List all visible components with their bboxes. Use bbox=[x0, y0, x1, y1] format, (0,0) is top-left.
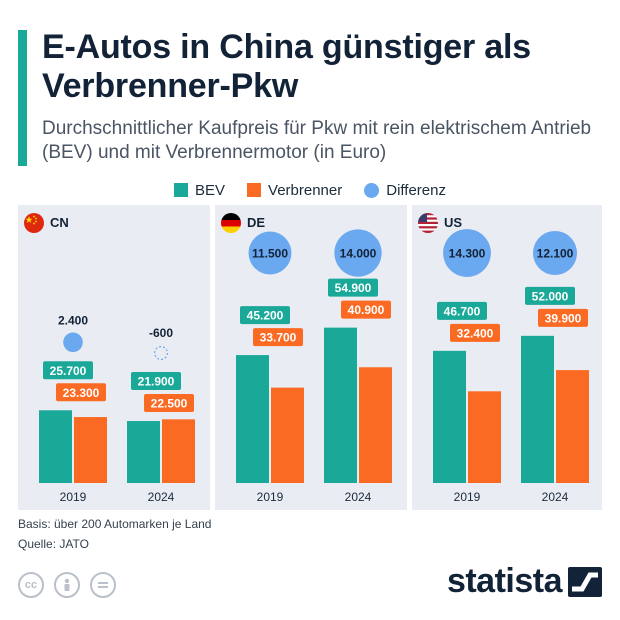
legend-item-bev: BEV bbox=[174, 182, 225, 199]
label-bev-us-2024: 52.000 bbox=[525, 286, 575, 305]
flag-cn-icon bbox=[24, 213, 44, 233]
label-differenz-de-2019: 11.500 bbox=[252, 247, 288, 261]
label-verbrenner-cn-2024-text: 22.500 bbox=[151, 397, 188, 411]
label-verbrenner-de-2019-text: 33.700 bbox=[260, 331, 297, 345]
x-label-de-2019: 2019 bbox=[257, 490, 284, 504]
panel-us: US 46.700 32.400 2019 14.300 52.000 39.900 202… bbox=[412, 205, 602, 510]
x-label-cn-2019: 2019 bbox=[60, 490, 87, 504]
label-bev-de-2024-text: 54.900 bbox=[335, 281, 372, 295]
bar-bev-us-2024 bbox=[521, 335, 554, 483]
bar-bev-cn-2024 bbox=[127, 421, 160, 483]
label-differenz-de-2024: 14.000 bbox=[340, 247, 377, 261]
x-label-de-2024: 2024 bbox=[345, 490, 372, 504]
person-icon[interactable] bbox=[54, 572, 80, 598]
license-icons: cc bbox=[18, 572, 116, 598]
legend-label-verbrenner: Verbrenner bbox=[268, 181, 343, 199]
bubble-differenz-us-2024 bbox=[533, 231, 577, 275]
panel-chart-cn: 25.700 23.300 2019 2.400 21.900 22.500 2024 -60… bbox=[39, 313, 195, 504]
flag-de-icon bbox=[221, 213, 241, 233]
footnote-basis: Basis: über 200 Automarken je Land bbox=[18, 517, 212, 531]
bar-bev-de-2019 bbox=[236, 355, 269, 483]
bubble-differenz-de-2024 bbox=[334, 229, 382, 277]
legend-label-bev: BEV bbox=[195, 181, 226, 199]
accent-bar bbox=[18, 30, 27, 166]
panel-chart-us: 46.700 32.400 2019 14.300 52.000 39.900 2024 12… bbox=[433, 229, 589, 504]
bar-verbrenner-cn-2024 bbox=[162, 419, 195, 483]
country-code-de: DE bbox=[247, 215, 266, 230]
cc-icon[interactable]: cc bbox=[18, 572, 44, 598]
legend-item-verbrenner: Verbrenner bbox=[247, 182, 342, 199]
panel-cn: CN 25.700 23.300 2019 2.400 21.900 22.500 2024… bbox=[18, 205, 210, 510]
legend: BEV Verbrenner Differenz bbox=[0, 180, 620, 200]
brand-name: statista bbox=[446, 562, 563, 600]
country-code-cn: CN bbox=[50, 215, 69, 230]
label-bev-cn-2024-text: 21.900 bbox=[138, 375, 175, 389]
x-label-cn-2024: 2024 bbox=[148, 490, 175, 504]
legend-swatch-differenz bbox=[364, 182, 380, 198]
bar-verbrenner-de-2024 bbox=[359, 367, 392, 483]
bar-verbrenner-cn-2019 bbox=[74, 417, 107, 483]
label-verbrenner-us-2019-text: 32.400 bbox=[457, 326, 494, 340]
legend-swatch-bev bbox=[174, 183, 188, 197]
legend-label-differenz: Differenz bbox=[386, 181, 446, 199]
label-differenz-us-2019: 14.300 bbox=[449, 247, 486, 261]
panel-de: DE 45.200 33.700 2019 11.500 54.900 40.900 202… bbox=[215, 205, 407, 510]
label-verbrenner-de-2019: 33.700 bbox=[253, 328, 303, 347]
footnote-source: Quelle: JATO bbox=[18, 537, 89, 551]
bar-verbrenner-de-2019 bbox=[271, 387, 304, 483]
label-bev-de-2024: 54.900 bbox=[328, 278, 378, 297]
bar-bev-cn-2019 bbox=[39, 410, 72, 483]
statista-logo[interactable]: statista bbox=[447, 562, 602, 601]
label-bev-us-2019: 46.700 bbox=[437, 301, 487, 320]
label-differenz-cn-2024: -600 bbox=[149, 326, 173, 340]
bubble-differenz-cn-2019 bbox=[63, 332, 83, 353]
label-bev-de-2019: 45.200 bbox=[240, 306, 290, 325]
label-bev-cn-2019: 25.700 bbox=[43, 361, 93, 380]
label-verbrenner-de-2024-text: 40.900 bbox=[348, 303, 385, 317]
legend-item-differenz: Differenz bbox=[364, 182, 446, 199]
chart-subtitle: Durchschnittlicher Kaufpreis für Pkw mit… bbox=[42, 118, 592, 163]
label-bev-cn-2024: 21.900 bbox=[131, 372, 181, 391]
legend-swatch-verbrenner bbox=[247, 183, 262, 197]
bar-bev-us-2019 bbox=[433, 350, 466, 483]
x-label-us-2019: 2019 bbox=[454, 490, 481, 504]
label-verbrenner-us-2019: 32.400 bbox=[450, 323, 500, 342]
flag-us-icon bbox=[418, 213, 438, 233]
label-differenz-cn-2019: 2.400 bbox=[58, 313, 88, 327]
bubble-differenz-cn-2024 bbox=[154, 346, 169, 361]
label-verbrenner-cn-2024: 22.500 bbox=[144, 394, 194, 413]
bar-bev-de-2024 bbox=[324, 327, 357, 483]
bar-verbrenner-us-2019 bbox=[468, 391, 501, 483]
bar-verbrenner-us-2024 bbox=[556, 370, 589, 483]
equals-icon[interactable] bbox=[90, 572, 116, 598]
label-verbrenner-cn-2019-text: 23.300 bbox=[63, 386, 100, 400]
chart-title: E-Autos in China günstiger als Verbrenne… bbox=[42, 28, 531, 105]
label-bev-us-2019-text: 46.700 bbox=[444, 304, 481, 318]
bubble-differenz-us-2019 bbox=[443, 229, 491, 277]
label-verbrenner-us-2024: 39.900 bbox=[538, 308, 588, 327]
country-code-us: US bbox=[444, 215, 463, 230]
panel-chart-de: 45.200 33.700 2019 11.500 54.900 40.900 2024 14… bbox=[236, 229, 392, 504]
label-bev-us-2024-text: 52.000 bbox=[532, 289, 569, 303]
label-verbrenner-cn-2019: 23.300 bbox=[56, 383, 106, 402]
label-differenz-us-2024: 12.100 bbox=[537, 247, 574, 261]
bubble-differenz-de-2019 bbox=[248, 231, 292, 275]
label-bev-cn-2019-text: 25.700 bbox=[50, 364, 87, 378]
label-verbrenner-de-2024: 40.900 bbox=[341, 300, 391, 319]
label-bev-de-2019-text: 45.200 bbox=[247, 309, 284, 323]
label-verbrenner-us-2024-text: 39.900 bbox=[545, 311, 582, 325]
statista-mark-icon bbox=[568, 566, 602, 597]
x-label-us-2024: 2024 bbox=[542, 490, 569, 504]
